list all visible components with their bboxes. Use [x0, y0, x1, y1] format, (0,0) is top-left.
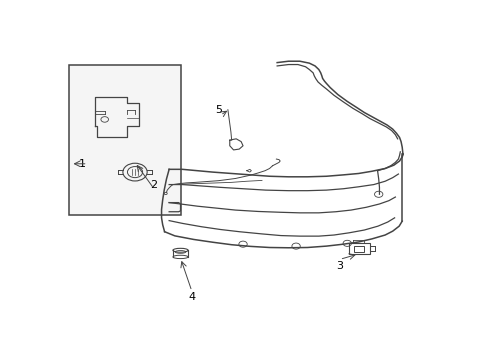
Text: 1: 1	[78, 159, 85, 169]
Text: 3: 3	[335, 261, 343, 271]
Bar	[353, 246, 364, 252]
Text: 5: 5	[214, 105, 222, 115]
Text: 4: 4	[188, 292, 195, 302]
Bar	[68, 66, 180, 215]
Text: 2: 2	[150, 180, 157, 190]
Bar	[348, 243, 369, 254]
